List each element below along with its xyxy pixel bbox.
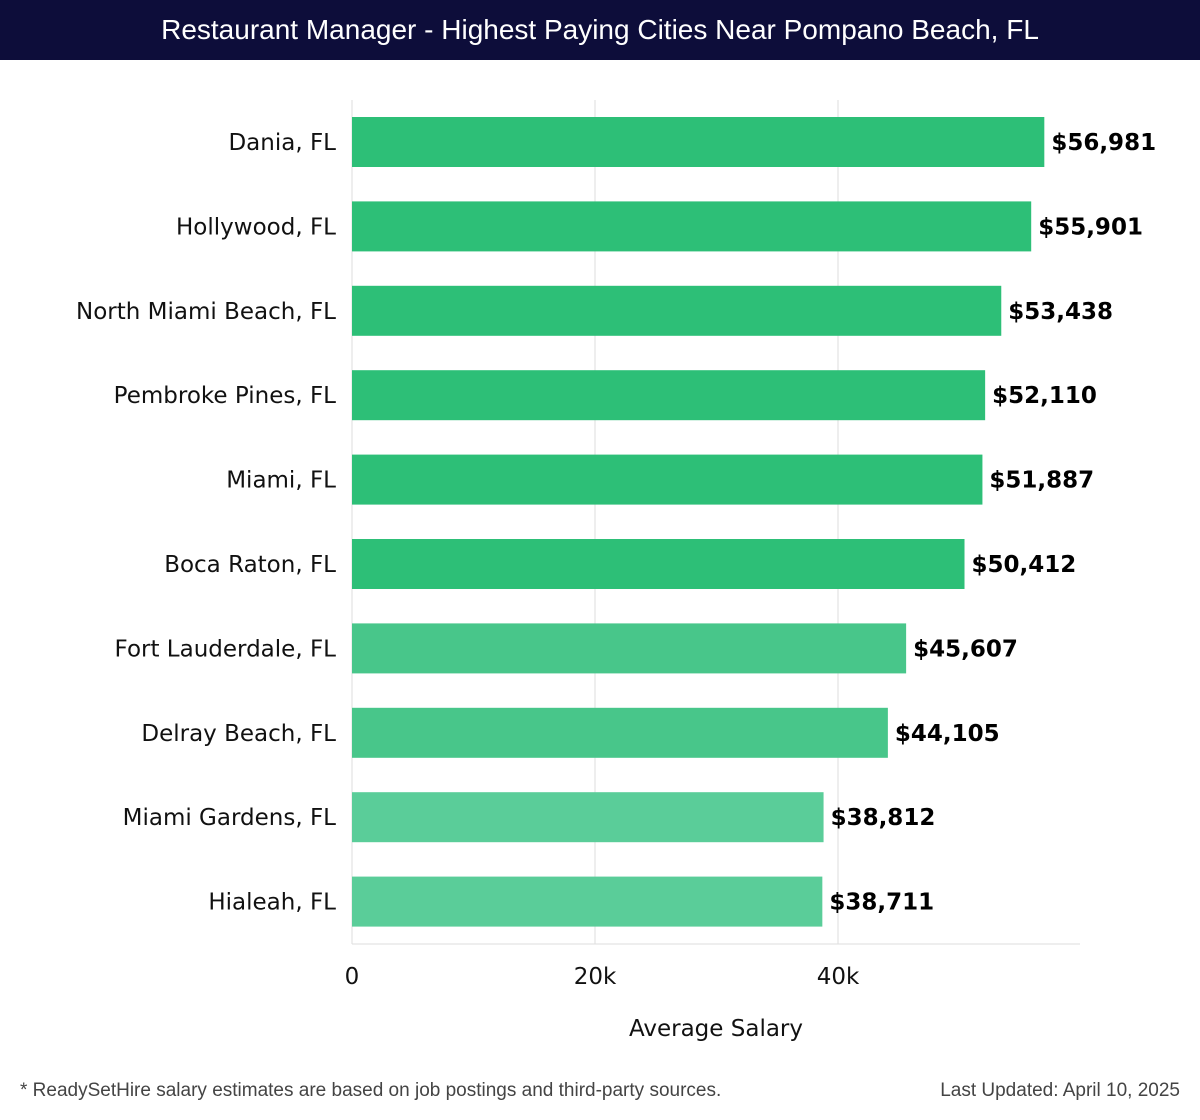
category-label: Hialeah, FL [208, 890, 336, 916]
category-label: Pembroke Pines, FL [114, 383, 337, 409]
bar [352, 285, 1002, 336]
category-label: Fort Lauderdale, FL [115, 636, 337, 662]
category-label: North Miami Beach, FL [76, 299, 336, 325]
value-label: $44,105 [895, 721, 1000, 747]
x-tick-labels: 0 20k 40k [345, 964, 860, 990]
value-label: $38,812 [831, 805, 936, 831]
category-label: Miami Gardens, FL [123, 805, 337, 831]
value-label: $51,887 [989, 468, 1094, 494]
bar [352, 792, 824, 843]
value-label: $56,981 [1051, 130, 1156, 156]
bar [352, 117, 1045, 167]
x-axis-label: Average Salary [629, 1016, 803, 1042]
value-label: $38,711 [829, 890, 934, 916]
value-label: $45,607 [913, 636, 1018, 662]
last-updated: Last Updated: April 10, 2025 [940, 1080, 1180, 1101]
bar [352, 454, 983, 505]
category-labels: Dania, FL Hollywood, FL North Miami Beach,… [76, 130, 336, 916]
chart-title: Restaurant Manager - Highest Paying Citi… [0, 0, 1200, 60]
category-label: Miami, FL [226, 468, 336, 494]
value-label: $55,901 [1038, 214, 1143, 240]
category-label: Hollywood, FL [176, 214, 336, 240]
bar [352, 201, 1032, 252]
bars [352, 117, 1045, 927]
bar [352, 707, 888, 758]
category-label: Delray Beach, FL [141, 721, 336, 747]
category-label: Boca Raton, FL [164, 552, 336, 578]
bar [352, 370, 986, 421]
value-label: $53,438 [1008, 299, 1113, 325]
value-label: $50,412 [972, 552, 1077, 578]
bar-chart: Dania, FL Hollywood, FL North Miami Beach,… [76, 100, 1156, 1042]
bar [352, 539, 965, 589]
footer-note: * ReadySetHire salary estimates are base… [20, 1080, 722, 1101]
x-tick-label: 40k [817, 964, 860, 990]
x-tick-label: 20k [574, 964, 617, 990]
bar [352, 876, 823, 927]
value-label: $52,110 [992, 383, 1097, 409]
bar [352, 623, 907, 674]
category-label: Dania, FL [228, 130, 336, 156]
value-labels: $56,981 $55,901 $53,438 $52,110 $51,887 $50,4… [829, 130, 1156, 916]
x-tick-label: 0 [345, 964, 360, 990]
